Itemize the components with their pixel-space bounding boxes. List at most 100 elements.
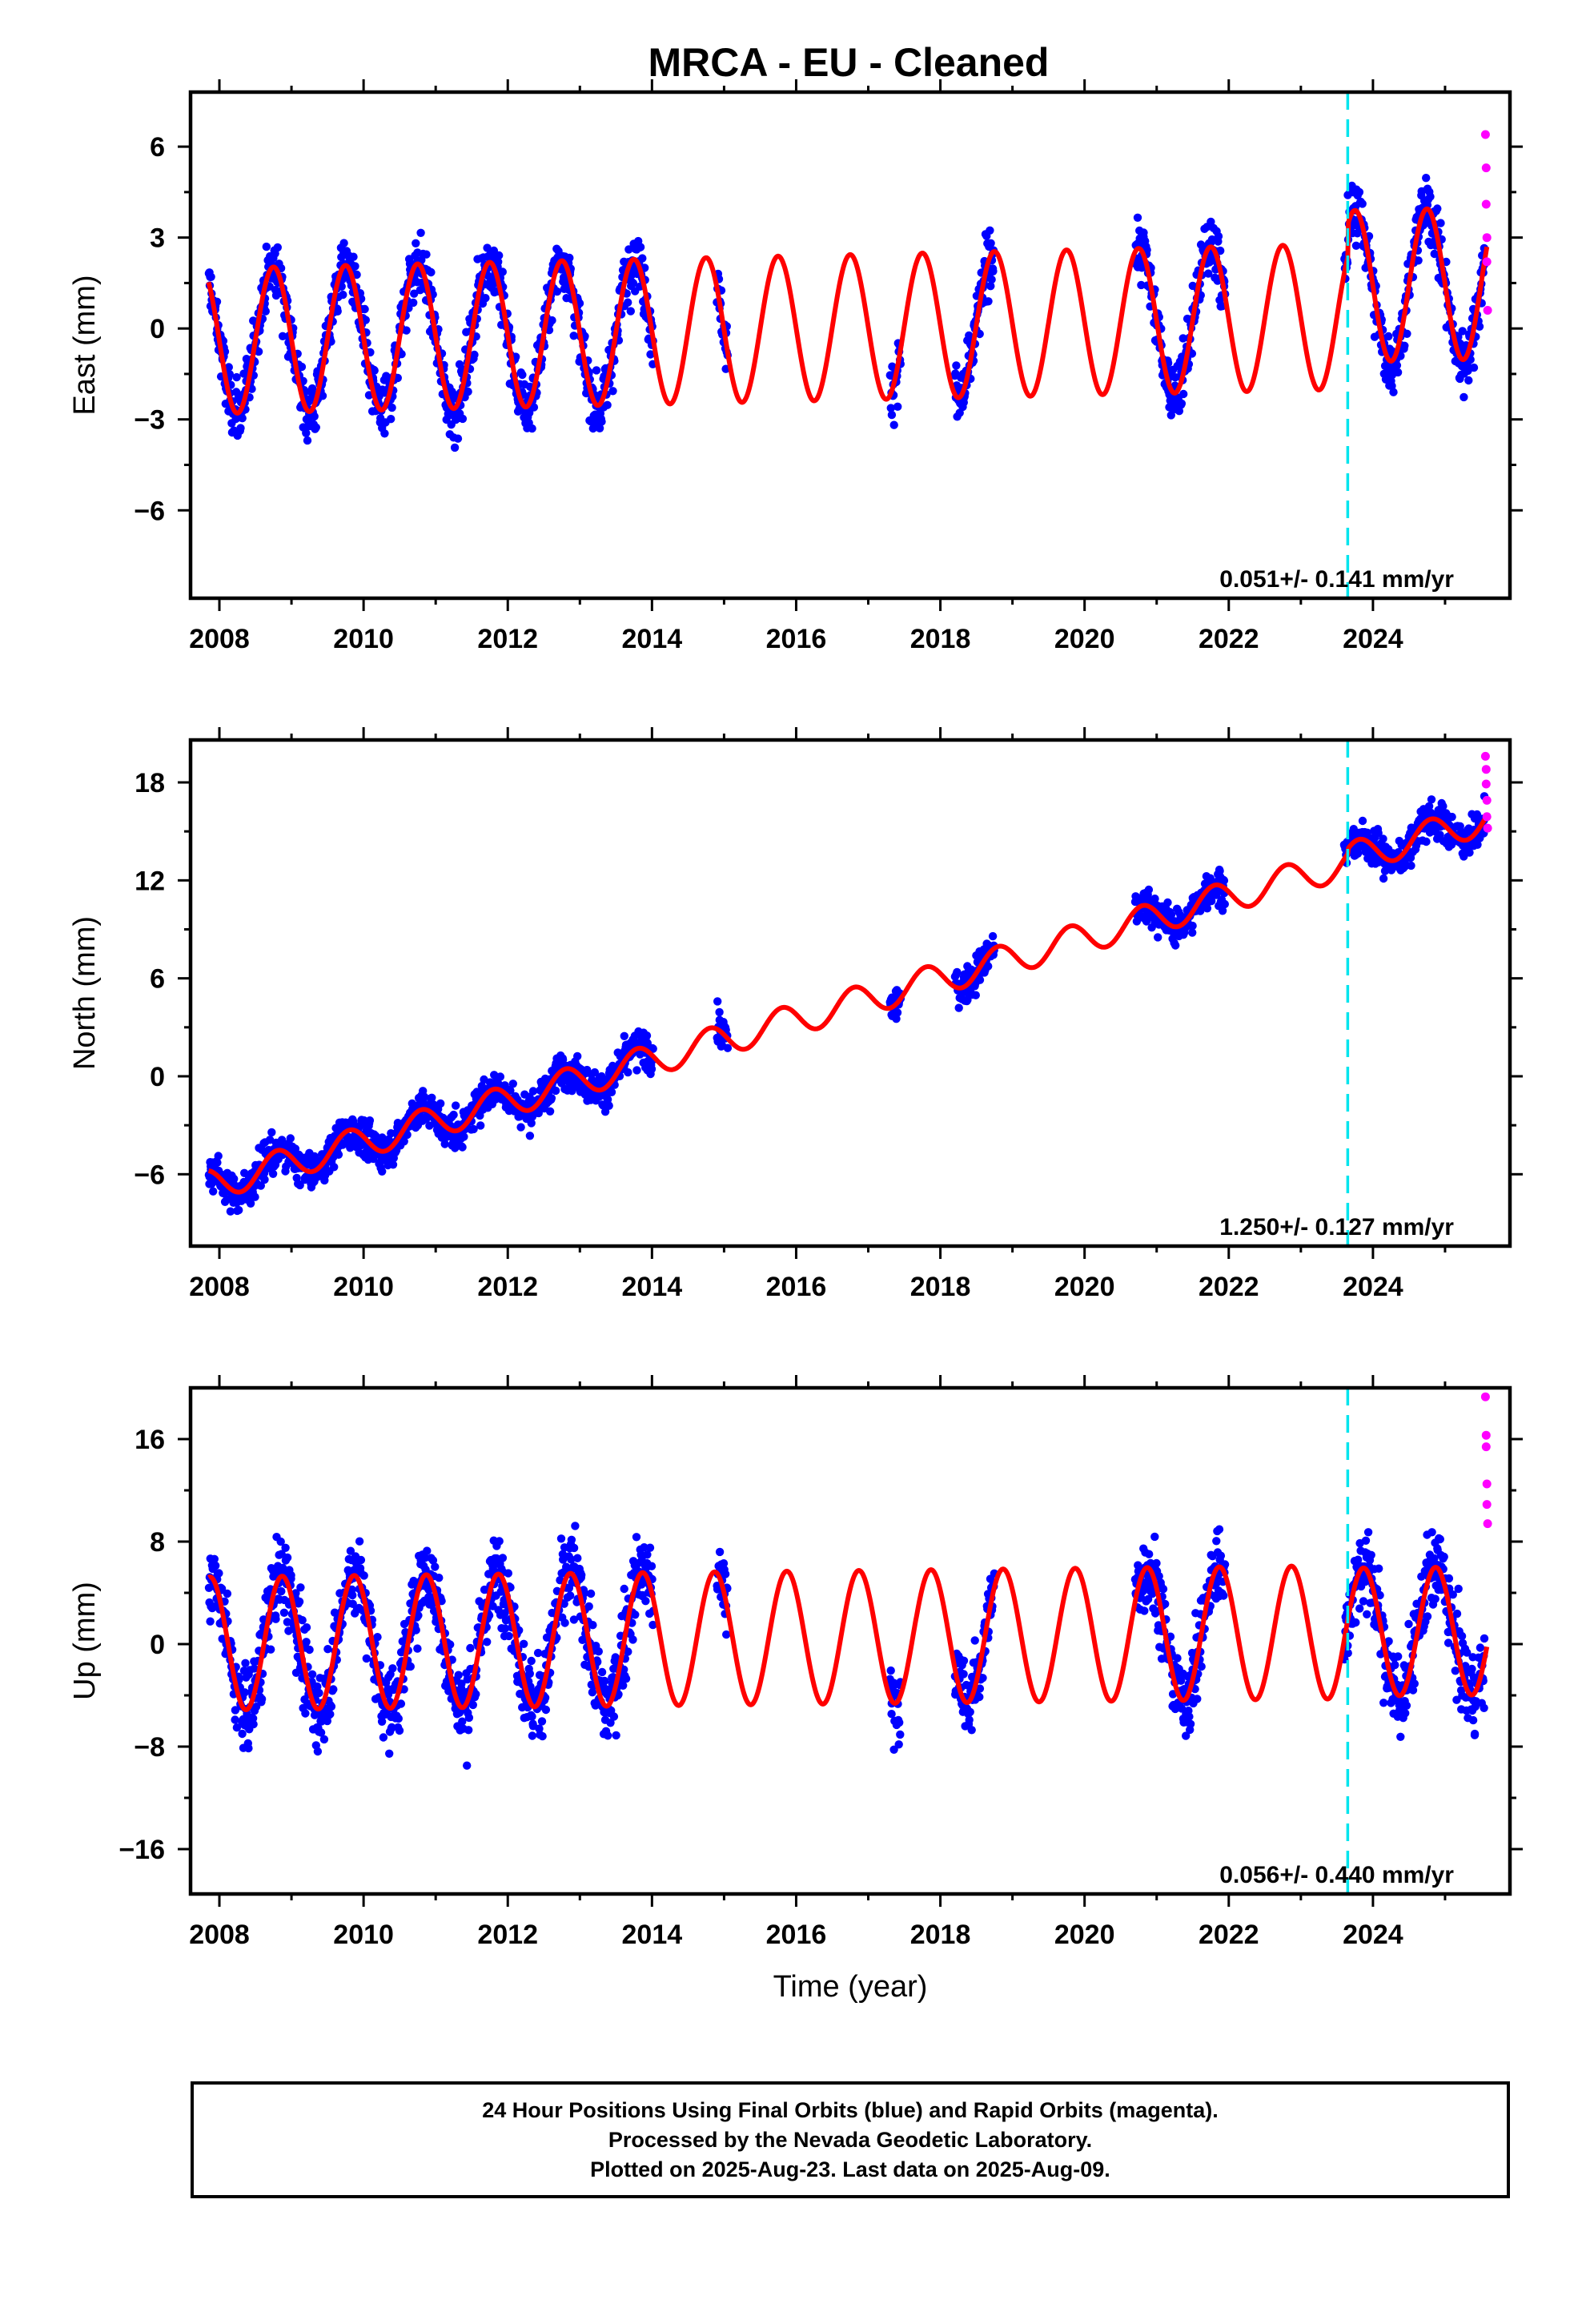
final-orbit-point (387, 403, 396, 412)
final-orbit-point (608, 387, 617, 396)
y-tick-label: 18 (135, 768, 165, 798)
final-orbit-point (528, 1087, 538, 1096)
final-orbit-point (527, 1656, 536, 1666)
final-orbit-point (1379, 1699, 1388, 1707)
final-orbit-point (348, 1590, 357, 1600)
final-orbit-point (416, 228, 425, 237)
final-orbit-point (520, 1639, 528, 1648)
final-orbit-point (611, 1653, 620, 1662)
final-orbit-point (425, 1121, 434, 1130)
final-orbit-point (1423, 1612, 1432, 1621)
final-orbit-point (319, 1735, 329, 1744)
y-axis-label: East (mm) (68, 275, 102, 415)
final-orbit-point (483, 1638, 492, 1647)
final-orbit-point (379, 1733, 388, 1742)
final-orbit-point (1363, 1528, 1373, 1537)
final-orbit-point (1403, 329, 1411, 338)
final-orbit-point (440, 1140, 449, 1148)
final-orbit-point (573, 1051, 582, 1061)
final-orbit-point (566, 1591, 575, 1600)
final-orbit-point (641, 1597, 650, 1606)
final-orbit-point (642, 1031, 652, 1040)
final-orbit-point (986, 226, 994, 235)
final-orbit-point (387, 415, 396, 424)
x-tick-label: 2012 (477, 624, 538, 654)
final-orbit-point (1426, 192, 1435, 201)
final-orbit-point (600, 1676, 609, 1686)
final-orbit-point (361, 316, 370, 324)
final-orbit-point (986, 282, 995, 291)
final-orbit-point (647, 1064, 656, 1074)
rate-label: 1.250+/- 0.127 mm/yr (1219, 1214, 1454, 1240)
final-orbit-point (569, 1543, 579, 1553)
final-orbit-point (504, 1569, 512, 1578)
final-orbit-point (1444, 1574, 1454, 1583)
final-orbit-point (551, 1086, 560, 1096)
final-orbit-point (244, 1743, 253, 1753)
final-orbit-point (1393, 368, 1403, 377)
final-orbit-point (713, 997, 722, 1006)
final-orbit-point (584, 1602, 593, 1611)
final-orbit-point (984, 297, 993, 306)
final-orbit-point (400, 1137, 408, 1146)
final-orbit-point (1163, 898, 1172, 907)
final-orbit-point (268, 1169, 278, 1179)
final-orbit-point (236, 424, 245, 432)
final-orbit-point (313, 1747, 323, 1756)
final-orbit-point (388, 1664, 397, 1673)
final-orbit-point (1435, 1534, 1445, 1544)
final-orbit-point (377, 1717, 387, 1726)
final-orbit-point (886, 1666, 895, 1675)
final-orbit-point (422, 250, 431, 259)
final-orbit-point (971, 991, 981, 999)
final-orbit-point (1178, 334, 1187, 343)
final-orbit-point (395, 1726, 404, 1735)
final-orbit-point (1355, 1604, 1364, 1613)
final-orbit-point (436, 1099, 445, 1108)
model-curve (207, 814, 1489, 1195)
final-orbit-point (597, 1667, 607, 1677)
final-orbit-point (603, 1095, 612, 1104)
final-orbit-point (352, 270, 361, 279)
final-orbit-point (453, 434, 463, 443)
final-orbit-point (329, 1685, 338, 1694)
final-orbit-point (449, 1110, 458, 1120)
final-orbit-point (215, 1569, 223, 1578)
final-orbit-point (895, 1718, 904, 1727)
final-orbit-point (464, 1713, 474, 1723)
final-orbit-point (896, 1730, 905, 1739)
rapid-orbit-point (1482, 812, 1492, 822)
final-orbit-point (458, 414, 468, 424)
final-orbit-point (1430, 249, 1439, 259)
final-orbit-point (1145, 1550, 1154, 1558)
final-orbit-point (594, 1647, 603, 1656)
final-orbit-point (556, 1534, 566, 1543)
final-orbit-point (1392, 361, 1402, 370)
final-orbit-point (516, 1123, 525, 1132)
panel-3: 2008 2010 2012 2014 2016 2018 2020 2022 2024−16−… (68, 1375, 1523, 2004)
final-orbit-point (887, 410, 897, 420)
final-orbit-point (403, 1130, 412, 1140)
final-orbit-point (892, 1015, 901, 1023)
final-orbit-point (534, 1108, 543, 1118)
final-orbit-point (1158, 1585, 1168, 1594)
final-orbit-point (1358, 199, 1367, 208)
final-orbit-point (326, 1710, 335, 1719)
final-orbit-point (1387, 381, 1396, 391)
final-orbit-point (1391, 1660, 1399, 1670)
final-orbit-point (1154, 933, 1162, 942)
y-tick-label: 0 (150, 1062, 165, 1092)
x-tick-label: 2010 (333, 1272, 394, 1302)
final-orbit-point (277, 1136, 287, 1144)
final-orbit-point (518, 370, 527, 380)
final-orbit-point (271, 1614, 280, 1623)
model-curve (206, 206, 1490, 416)
final-orbit-point (1140, 1606, 1149, 1615)
final-orbit-point (1464, 376, 1473, 385)
final-orbit-point (249, 1719, 258, 1729)
x-tick-label: 2010 (333, 624, 394, 654)
final-orbit-point (1212, 1537, 1221, 1546)
final-orbit-point (327, 1702, 336, 1711)
final-orbit-point (966, 1707, 974, 1716)
